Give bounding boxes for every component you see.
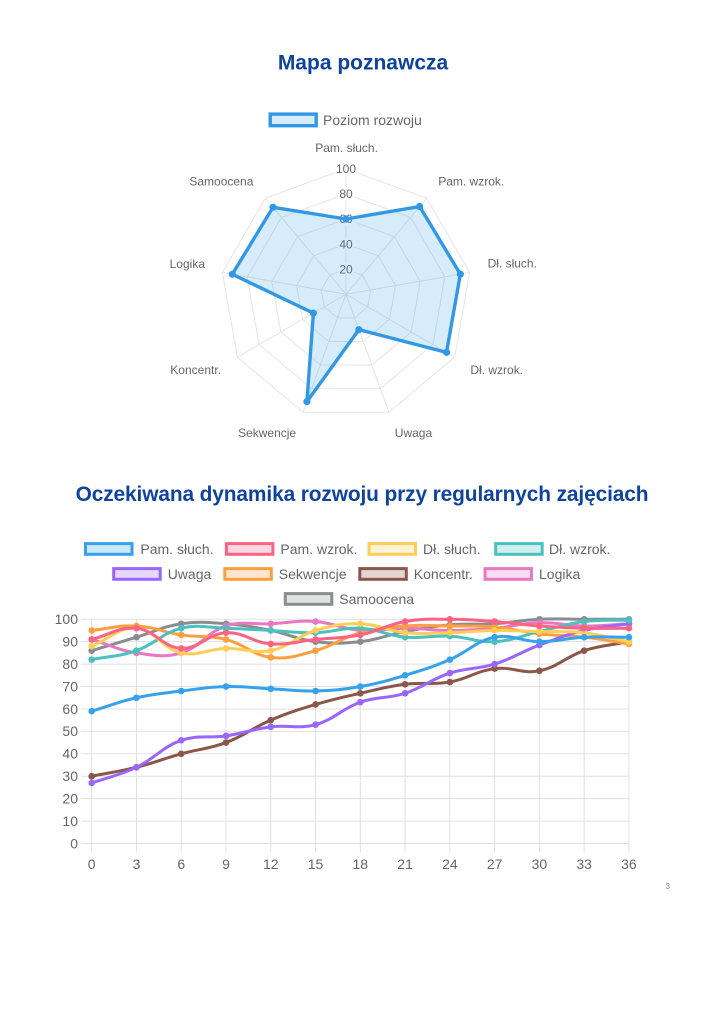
svg-text:30: 30 xyxy=(62,768,78,784)
svg-text:Dł. słuch.: Dł. słuch. xyxy=(488,256,537,270)
svg-text:Dł. wzrok.: Dł. wzrok. xyxy=(549,541,610,557)
svg-text:10: 10 xyxy=(62,813,78,829)
svg-text:90: 90 xyxy=(62,633,78,649)
svg-text:27: 27 xyxy=(487,856,503,872)
svg-text:60: 60 xyxy=(62,701,78,717)
svg-text:70: 70 xyxy=(62,678,78,694)
svg-text:Dł. słuch.: Dł. słuch. xyxy=(423,541,481,557)
svg-text:Uwaga: Uwaga xyxy=(395,426,433,440)
svg-text:Sekwencje: Sekwencje xyxy=(279,566,347,582)
svg-text:Samoocena: Samoocena xyxy=(339,591,414,607)
svg-text:50: 50 xyxy=(62,723,78,739)
svg-text:40: 40 xyxy=(339,237,353,251)
svg-text:Logika: Logika xyxy=(170,257,206,271)
svg-text:80: 80 xyxy=(62,656,78,672)
svg-text:33: 33 xyxy=(576,856,592,872)
svg-text:24: 24 xyxy=(442,856,458,872)
svg-text:Mapa poznawcza: Mapa poznawcza xyxy=(278,52,449,75)
svg-text:100: 100 xyxy=(55,611,79,627)
svg-text:Logika: Logika xyxy=(539,566,580,582)
svg-text:18: 18 xyxy=(353,856,369,872)
svg-text:15: 15 xyxy=(308,856,324,872)
svg-text:40: 40 xyxy=(62,746,78,762)
svg-text:Pam. wzrok.: Pam. wzrok. xyxy=(438,175,504,189)
svg-text:Oczekiwana dynamika rozwoju pr: Oczekiwana dynamika rozwoju przy regular… xyxy=(76,483,649,506)
svg-text:Poziom rozwoju: Poziom rozwoju xyxy=(323,112,422,128)
svg-text:3: 3 xyxy=(666,882,671,891)
svg-text:36: 36 xyxy=(621,856,637,872)
svg-text:0: 0 xyxy=(88,856,96,872)
svg-text:Pam. słuch.: Pam. słuch. xyxy=(140,541,213,557)
svg-text:20: 20 xyxy=(62,790,78,806)
svg-text:20: 20 xyxy=(339,262,353,276)
svg-text:21: 21 xyxy=(397,856,413,872)
svg-text:Uwaga: Uwaga xyxy=(168,566,212,582)
svg-text:Dł. wzrok.: Dł. wzrok. xyxy=(470,363,523,377)
svg-text:Koncentr.: Koncentr. xyxy=(170,363,221,377)
svg-text:Sekwencje: Sekwencje xyxy=(238,426,296,440)
svg-text:30: 30 xyxy=(532,856,548,872)
svg-text:Samoocena: Samoocena xyxy=(189,175,253,189)
svg-text:6: 6 xyxy=(177,856,185,872)
svg-text:100: 100 xyxy=(336,162,356,176)
svg-text:0: 0 xyxy=(70,835,78,851)
svg-text:9: 9 xyxy=(222,856,230,872)
svg-text:Pam. słuch.: Pam. słuch. xyxy=(315,141,378,155)
svg-text:Pam. wzrok.: Pam. wzrok. xyxy=(280,541,357,557)
svg-text:12: 12 xyxy=(263,856,279,872)
svg-text:3: 3 xyxy=(133,856,141,872)
svg-text:80: 80 xyxy=(339,187,353,201)
svg-text:Koncentr.: Koncentr. xyxy=(414,566,473,582)
